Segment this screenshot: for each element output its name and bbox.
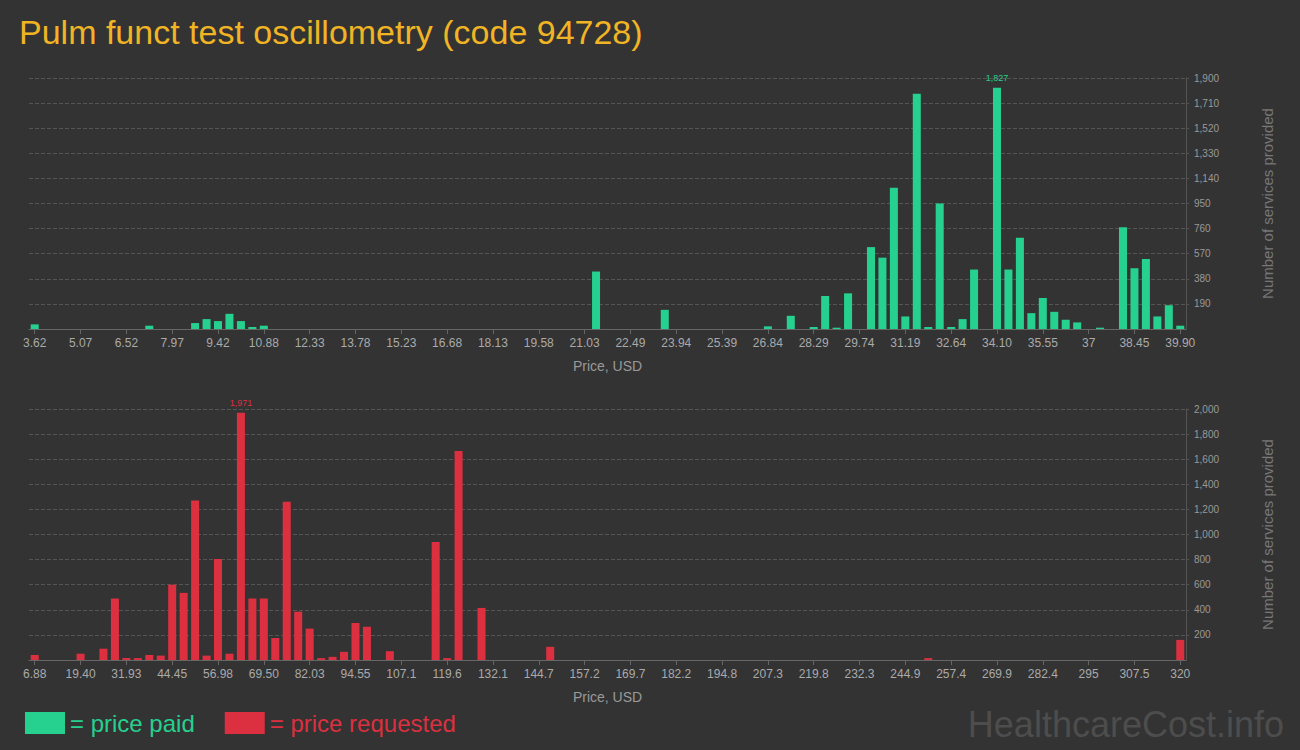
svg-text:21.03: 21.03 <box>570 336 600 350</box>
svg-text:37: 37 <box>1082 336 1096 350</box>
svg-text:950: 950 <box>1194 198 1211 209</box>
svg-text:HealthcareCost.info: HealthcareCost.info <box>968 704 1284 745</box>
svg-text:1,600: 1,600 <box>1194 454 1219 465</box>
svg-text:9.42: 9.42 <box>206 336 230 350</box>
svg-text:12.33: 12.33 <box>295 336 325 350</box>
svg-text:244.9: 244.9 <box>890 667 920 681</box>
svg-text:10.88: 10.88 <box>249 336 279 350</box>
svg-text:157.2: 157.2 <box>570 667 600 681</box>
svg-text:35.55: 35.55 <box>1028 336 1058 350</box>
svg-text:56.98: 56.98 <box>203 667 233 681</box>
svg-text:200: 200 <box>1194 629 1211 640</box>
svg-text:2,000: 2,000 <box>1194 404 1219 415</box>
svg-text:190: 190 <box>1194 298 1211 309</box>
svg-text:600: 600 <box>1194 579 1211 590</box>
svg-text:7.97: 7.97 <box>161 336 185 350</box>
svg-text:39.90: 39.90 <box>1165 336 1195 350</box>
svg-text:3.62: 3.62 <box>23 336 47 350</box>
svg-text:28.29: 28.29 <box>799 336 829 350</box>
svg-text:22.49: 22.49 <box>615 336 645 350</box>
svg-text:82.03: 82.03 <box>295 667 325 681</box>
svg-text:23.94: 23.94 <box>661 336 691 350</box>
svg-text:44.45: 44.45 <box>157 667 187 681</box>
svg-text:31.19: 31.19 <box>890 336 920 350</box>
svg-text:94.55: 94.55 <box>340 667 370 681</box>
svg-text:6.52: 6.52 <box>115 336 139 350</box>
svg-text:19.40: 19.40 <box>66 667 96 681</box>
svg-text:320: 320 <box>1170 667 1190 681</box>
svg-text:1,800: 1,800 <box>1194 429 1219 440</box>
svg-text:= price requested: = price requested <box>270 710 456 737</box>
svg-text:132.1: 132.1 <box>478 667 508 681</box>
svg-text:Pulm funct test oscillometry (: Pulm funct test oscillometry (code 94728… <box>19 13 643 51</box>
svg-text:18.13: 18.13 <box>478 336 508 350</box>
svg-text:Price, USD: Price, USD <box>573 358 642 374</box>
svg-text:307.5: 307.5 <box>1119 667 1149 681</box>
svg-text:760: 760 <box>1194 223 1211 234</box>
svg-text:1,200: 1,200 <box>1194 504 1219 515</box>
svg-text:800: 800 <box>1194 554 1211 565</box>
svg-text:219.8: 219.8 <box>799 667 829 681</box>
svg-text:5.07: 5.07 <box>69 336 93 350</box>
svg-text:29.74: 29.74 <box>845 336 875 350</box>
svg-text:570: 570 <box>1194 248 1211 259</box>
svg-text:144.7: 144.7 <box>524 667 554 681</box>
svg-text:1,900: 1,900 <box>1194 73 1219 84</box>
svg-text:257.4: 257.4 <box>936 667 966 681</box>
svg-text:380: 380 <box>1194 273 1211 284</box>
svg-text:169.7: 169.7 <box>615 667 645 681</box>
svg-text:Price, USD: Price, USD <box>573 689 642 705</box>
svg-text:Number of services provided: Number of services provided <box>1259 439 1276 630</box>
svg-text:400: 400 <box>1194 604 1211 615</box>
svg-text:6.88: 6.88 <box>23 667 47 681</box>
svg-text:207.3: 207.3 <box>753 667 783 681</box>
svg-text:= price paid: = price paid <box>70 710 195 737</box>
svg-text:16.68: 16.68 <box>432 336 462 350</box>
svg-text:15.23: 15.23 <box>386 336 416 350</box>
svg-text:1,827: 1,827 <box>986 73 1009 83</box>
svg-text:13.78: 13.78 <box>340 336 370 350</box>
svg-text:295: 295 <box>1079 667 1099 681</box>
svg-text:1,520: 1,520 <box>1194 123 1219 134</box>
svg-text:282.4: 282.4 <box>1028 667 1058 681</box>
svg-text:107.1: 107.1 <box>386 667 416 681</box>
svg-text:232.3: 232.3 <box>845 667 875 681</box>
svg-text:1,000: 1,000 <box>1194 529 1219 540</box>
svg-text:69.50: 69.50 <box>249 667 279 681</box>
svg-text:182.2: 182.2 <box>661 667 691 681</box>
svg-text:34.10: 34.10 <box>982 336 1012 350</box>
svg-text:25.39: 25.39 <box>707 336 737 350</box>
svg-text:1,971: 1,971 <box>230 398 253 408</box>
svg-text:38.45: 38.45 <box>1119 336 1149 350</box>
svg-text:1,140: 1,140 <box>1194 173 1219 184</box>
svg-text:269.9: 269.9 <box>982 667 1012 681</box>
svg-text:1,330: 1,330 <box>1194 148 1219 159</box>
svg-text:26.84: 26.84 <box>753 336 783 350</box>
svg-text:194.8: 194.8 <box>707 667 737 681</box>
svg-text:1,400: 1,400 <box>1194 479 1219 490</box>
svg-text:1,710: 1,710 <box>1194 98 1219 109</box>
svg-text:Number of services provided: Number of services provided <box>1259 108 1276 299</box>
svg-text:32.64: 32.64 <box>936 336 966 350</box>
svg-text:31.93: 31.93 <box>111 667 141 681</box>
svg-text:119.6: 119.6 <box>433 667 462 681</box>
svg-text:19.58: 19.58 <box>524 336 554 350</box>
